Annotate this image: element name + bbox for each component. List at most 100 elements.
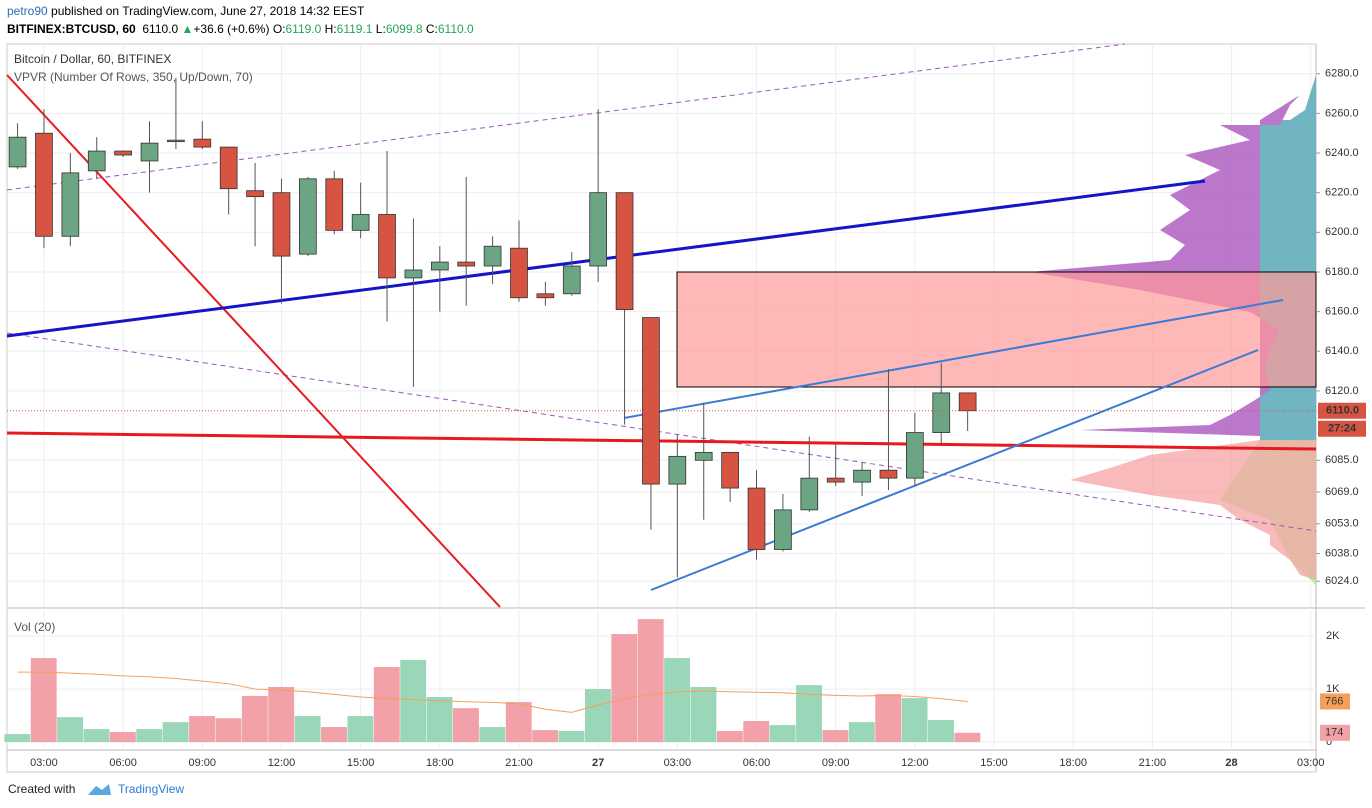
volume-label: 174 <box>1325 727 1343 739</box>
y-tick-label: 6180.0 <box>1325 266 1359 278</box>
countdown-label: 27:24 <box>1328 423 1357 435</box>
symbol: BITFINEX:BTCUSD, 60 <box>7 22 136 36</box>
volume-bar <box>716 731 743 743</box>
x-tick-label: 27 <box>592 757 604 769</box>
volume-bar <box>928 720 954 743</box>
ohlc-label: H: <box>324 22 337 36</box>
profile-down <box>1030 95 1300 436</box>
volume-bar <box>30 658 57 743</box>
candle-body <box>615 192 634 311</box>
candle-body <box>193 138 212 148</box>
candle-body <box>299 178 317 255</box>
candle-body <box>694 451 713 461</box>
candle-body <box>958 392 977 412</box>
y-tick-label: 6024.0 <box>1325 575 1359 587</box>
zone[interactable] <box>676 271 1317 388</box>
arrow: ▲ <box>181 22 194 36</box>
candle-body <box>562 265 581 295</box>
volume-bar <box>162 722 189 743</box>
volume-bar <box>189 716 215 743</box>
candle-body <box>457 261 476 267</box>
y-tick-label: 0 <box>1326 736 1332 748</box>
ohlc: O:6119.0 H:6119.1 L:6099.8 C:6110.0 <box>273 22 477 36</box>
candle-body <box>140 142 159 162</box>
profile-down-lower <box>1070 440 1316 580</box>
volume-bar <box>373 667 400 743</box>
logo-icon <box>88 784 111 795</box>
candle-body <box>325 178 344 231</box>
trendline[interactable] <box>6 43 1126 191</box>
ohlc-value: 6110.0 <box>437 22 474 36</box>
x-tick-label: 03:00 <box>664 757 692 769</box>
volume-bar <box>584 689 611 743</box>
y-tick-label: 6120.0 <box>1325 385 1359 397</box>
y-tick-label: 6160.0 <box>1325 306 1359 318</box>
volume-bar <box>268 686 295 743</box>
volume-bar <box>294 716 321 743</box>
x-tick-label: 03:00 <box>1297 757 1325 769</box>
x-tick-label: 21:00 <box>505 757 533 769</box>
ohlc-label: O: <box>272 22 286 36</box>
volume-bar <box>57 717 84 743</box>
x-tick-label: 06:00 <box>743 757 771 769</box>
x-tick-label: 15:00 <box>980 757 1008 769</box>
candle-body <box>826 477 845 483</box>
volume-title: Vol (20) <box>14 620 55 634</box>
ma-label: 766 <box>1325 695 1343 707</box>
x-tick-label: 06:00 <box>109 757 137 769</box>
y-tick-label: 6200.0 <box>1325 226 1359 238</box>
candle-body <box>668 455 687 485</box>
x-tick-label: 18:00 <box>426 757 454 769</box>
volume-bar <box>426 697 453 743</box>
volume-bar <box>321 727 347 743</box>
logo[interactable] <box>88 784 111 795</box>
y-tick-label: 6069.0 <box>1325 486 1359 498</box>
trendline[interactable] <box>6 431 1317 451</box>
volume-bar <box>848 722 875 743</box>
y-tick-label: 2K <box>1326 630 1340 642</box>
footer-created: Created with <box>8 782 75 796</box>
footer-brand[interactable]: TradingView <box>118 782 184 796</box>
volume-bar <box>505 702 532 743</box>
volume-bar <box>822 730 849 743</box>
y-tick-label: 1K <box>1326 683 1340 695</box>
volume-bar <box>875 694 902 743</box>
header-line-2: BITFINEX:BTCUSD, 60 6110.0 ▲+36.6 (+0.6%… <box>7 22 477 36</box>
volume-bar <box>400 659 427 743</box>
candle-body <box>35 132 53 237</box>
candle-body <box>219 146 238 190</box>
ohlc-label: C: <box>425 22 438 36</box>
candle-body <box>510 247 528 299</box>
ohlc-label: L: <box>375 22 386 36</box>
trendline[interactable] <box>6 332 1317 532</box>
x-tick-label: 12:00 <box>901 757 929 769</box>
indicator-title: VPVR (Number Of Rows, 350, Up/Down, 70) <box>14 70 253 84</box>
volume-bar <box>347 716 374 743</box>
volume-bar <box>901 698 928 743</box>
volume-bar <box>637 619 664 743</box>
last-price-label: 6110.0 <box>1326 405 1359 417</box>
candle-body <box>721 451 739 489</box>
x-tick-label: 18:00 <box>1059 757 1087 769</box>
candle-body <box>404 269 423 279</box>
user[interactable]: petro90 <box>7 4 48 18</box>
published: published on TradingView.com, June 27, 2… <box>47 4 365 18</box>
candle-body <box>642 317 660 485</box>
trendline[interactable] <box>623 299 1284 419</box>
ohlc-value: 6099.8 <box>385 22 423 36</box>
y-tick-label: 6085.0 <box>1325 454 1359 466</box>
trendline[interactable] <box>650 349 1259 591</box>
trendline[interactable] <box>6 74 501 608</box>
chart-title: Bitcoin / Dollar, 60, BITFINEX <box>14 52 171 66</box>
candle-body <box>747 487 766 550</box>
candle-body <box>246 190 264 198</box>
candle-body <box>114 150 132 156</box>
volume-box <box>1320 724 1350 741</box>
candle-body <box>483 245 502 267</box>
candle-body <box>774 509 792 550</box>
y-tick-label: 6053.0 <box>1325 518 1359 530</box>
volume-bar <box>83 729 110 743</box>
volume-bar <box>479 727 506 743</box>
